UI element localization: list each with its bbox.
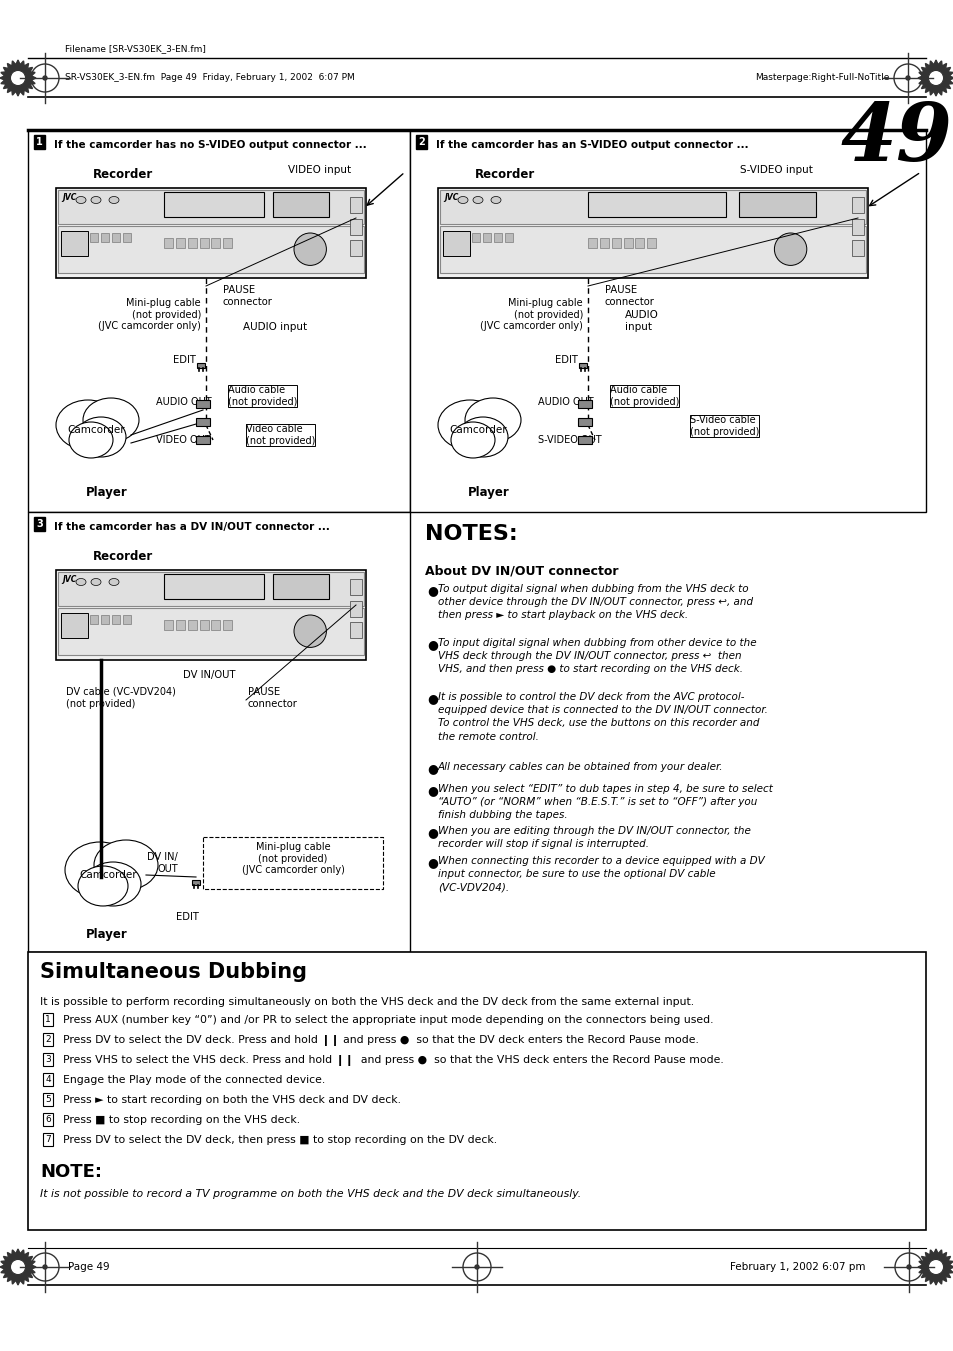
Bar [472, 232, 479, 242]
Text: S-VIDEO OUT: S-VIDEO OUT [537, 435, 601, 444]
Ellipse shape [69, 422, 112, 458]
Ellipse shape [85, 862, 141, 907]
Bar [112, 615, 120, 624]
Text: JVC: JVC [62, 576, 76, 584]
Text: All necessary cables can be obtained from your dealer.: All necessary cables can be obtained fro… [437, 762, 722, 771]
Ellipse shape [91, 196, 101, 204]
Ellipse shape [76, 578, 86, 585]
Circle shape [43, 76, 47, 80]
Bar [350, 623, 361, 639]
Bar [123, 615, 131, 624]
Bar [91, 232, 98, 242]
Bar [101, 615, 109, 624]
Ellipse shape [464, 399, 520, 442]
Text: Audio cable
(not provided): Audio cable (not provided) [228, 385, 297, 407]
Ellipse shape [65, 842, 135, 898]
Ellipse shape [94, 840, 158, 890]
Bar [350, 219, 361, 235]
Text: Player: Player [468, 486, 509, 499]
Text: AUDIO OUT: AUDIO OUT [537, 397, 593, 407]
Text: JVC: JVC [443, 193, 457, 203]
Ellipse shape [56, 400, 120, 450]
Text: Camcorder: Camcorder [67, 426, 125, 435]
Bar [851, 240, 863, 257]
Ellipse shape [473, 196, 482, 204]
Text: 6: 6 [45, 1115, 51, 1124]
Text: Press DV to select the DV deck, then press ■ to stop recording on the DV deck.: Press DV to select the DV deck, then pre… [63, 1135, 497, 1146]
Bar [58, 608, 364, 655]
Text: ●: ● [427, 638, 437, 651]
Bar [588, 192, 725, 218]
Bar [56, 570, 366, 661]
Text: Mini-plug cable
(not provided)
(JVC camcorder only): Mini-plug cable (not provided) (JVC camc… [479, 299, 582, 331]
Bar [164, 238, 173, 249]
Text: PAUSE
connector: PAUSE connector [248, 688, 297, 709]
Text: It is not possible to record a TV programme on both the VHS deck and the DV deck: It is not possible to record a TV progra… [40, 1189, 580, 1198]
Text: Recorder: Recorder [92, 550, 153, 563]
Text: ●: ● [427, 584, 437, 597]
Text: 1: 1 [36, 136, 43, 147]
Circle shape [10, 1259, 26, 1274]
Polygon shape [917, 59, 953, 96]
Bar [739, 192, 816, 218]
Text: PAUSE: PAUSE [604, 285, 637, 295]
Bar [164, 192, 263, 218]
Text: It is possible to perform recording simultaneously on both the VHS deck and the : It is possible to perform recording simu… [40, 997, 694, 1006]
Ellipse shape [76, 417, 126, 457]
Text: 1: 1 [45, 1015, 51, 1024]
Text: Player: Player [86, 486, 128, 499]
Ellipse shape [76, 196, 86, 204]
Bar [439, 226, 865, 273]
Bar [58, 571, 364, 607]
Text: If the camcorder has a DV IN/OUT connector ...: If the camcorder has a DV IN/OUT connect… [54, 521, 330, 532]
Text: 3: 3 [36, 519, 43, 530]
Text: Page 49: Page 49 [68, 1262, 110, 1273]
Bar [410, 130, 925, 512]
Text: Recorder: Recorder [475, 168, 535, 181]
Bar [192, 880, 200, 885]
Text: S-VIDEO input: S-VIDEO input [740, 165, 812, 176]
Text: Player: Player [86, 928, 128, 942]
Bar [350, 197, 361, 213]
Text: JVC: JVC [62, 193, 76, 203]
Circle shape [43, 1265, 47, 1269]
Ellipse shape [91, 578, 101, 585]
Text: VIDEO OUT: VIDEO OUT [156, 435, 211, 444]
Bar [578, 417, 592, 426]
Text: When connecting this recorder to a device equipped with a DV
input connector, be: When connecting this recorder to a devic… [437, 857, 764, 893]
Text: When you select “EDIT” to dub tapes in step 4, be sure to select
“AUTO” (or “NOR: When you select “EDIT” to dub tapes in s… [437, 784, 772, 820]
Bar [176, 238, 185, 249]
Text: Audio cable
(not provided): Audio cable (not provided) [609, 385, 679, 407]
Text: Press ► to start recording on both the VHS deck and DV deck.: Press ► to start recording on both the V… [63, 1096, 400, 1105]
Text: DV cable (VC-VDV204)
(not provided): DV cable (VC-VDV204) (not provided) [66, 688, 175, 709]
Bar [350, 580, 361, 596]
Text: 2: 2 [417, 136, 424, 147]
Bar [578, 436, 592, 444]
Bar [211, 620, 220, 631]
Text: Mini-plug cable
(not provided)
(JVC camcorder only): Mini-plug cable (not provided) (JVC camc… [241, 842, 344, 875]
Bar [91, 615, 98, 624]
Text: NOTE:: NOTE: [40, 1163, 102, 1181]
Text: Press AUX (number key “0”) and /or PR to select the appropriate input mode depen: Press AUX (number key “0”) and /or PR to… [63, 1015, 713, 1025]
Text: 2: 2 [45, 1035, 51, 1044]
Text: PAUSE: PAUSE [223, 285, 254, 295]
Bar [439, 190, 865, 224]
Text: ●: ● [427, 784, 437, 797]
Bar [195, 417, 210, 426]
Text: ●: ● [427, 857, 437, 869]
Bar [482, 232, 491, 242]
Bar [578, 400, 592, 408]
Bar [494, 232, 501, 242]
Text: Video cable
(not provided): Video cable (not provided) [246, 424, 315, 446]
Bar [101, 232, 109, 242]
Text: Camcorder: Camcorder [79, 870, 136, 880]
Bar [211, 238, 220, 249]
Text: 49: 49 [840, 100, 951, 177]
Ellipse shape [451, 422, 495, 458]
Text: 4: 4 [45, 1075, 51, 1084]
Ellipse shape [457, 417, 507, 457]
Text: S-Video cable
(not provided): S-Video cable (not provided) [689, 415, 759, 436]
Text: AUDIO
input: AUDIO input [624, 309, 659, 331]
Bar [188, 620, 196, 631]
Bar [442, 231, 470, 257]
